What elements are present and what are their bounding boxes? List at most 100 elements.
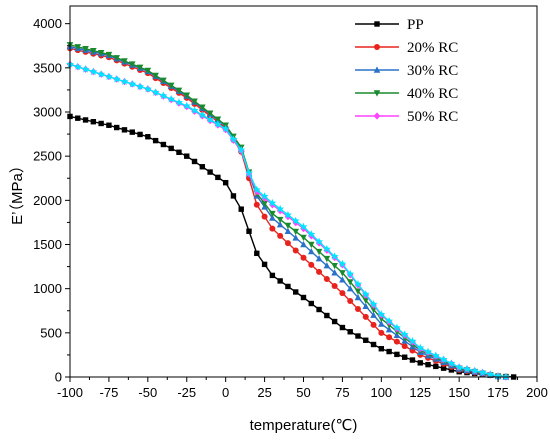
data-point	[269, 214, 276, 221]
data-point	[300, 254, 307, 261]
data-point	[353, 279, 362, 288]
x-tick-label: 100	[370, 385, 392, 400]
data-point	[143, 84, 152, 93]
data-point	[168, 145, 174, 152]
data-point	[90, 47, 97, 55]
data-point	[347, 298, 354, 305]
legend-swatch-marker	[374, 44, 380, 50]
data-point	[230, 193, 237, 199]
data-point	[401, 343, 408, 350]
data-point	[73, 62, 82, 71]
legend-item: 20% RC	[355, 40, 458, 56]
data-point	[145, 134, 151, 140]
data-point	[307, 241, 315, 249]
data-point	[245, 168, 254, 177]
data-point	[394, 351, 400, 358]
legend-item: 30% RC	[355, 63, 458, 79]
data-point	[198, 110, 207, 119]
data-point	[300, 294, 307, 301]
data-point	[199, 164, 206, 170]
data-point	[221, 124, 230, 133]
data-point	[417, 360, 423, 366]
y-tick-label: 0	[55, 370, 62, 385]
data-point	[207, 169, 213, 175]
data-point	[261, 200, 268, 208]
data-point	[363, 337, 369, 343]
data-point	[97, 69, 106, 78]
legend-swatch-marker	[373, 112, 381, 120]
data-point	[331, 283, 338, 290]
legend-label: 30% RC	[407, 63, 458, 79]
x-tick-label: 25	[257, 385, 271, 400]
data-point	[176, 149, 182, 155]
data-point	[362, 302, 370, 310]
x-tick-label: -25	[177, 385, 196, 400]
data-point	[106, 122, 112, 128]
data-point	[370, 306, 377, 314]
data-point	[199, 104, 206, 111]
data-point	[283, 210, 292, 219]
data-point	[291, 216, 300, 225]
data-point	[121, 127, 128, 133]
data-point	[292, 228, 300, 236]
data-point	[462, 364, 471, 373]
data-point	[355, 333, 361, 339]
data-point	[121, 58, 128, 65]
data-point	[292, 247, 299, 254]
data-point	[331, 318, 338, 325]
data-point	[331, 263, 338, 270]
data-point	[82, 117, 89, 123]
data-point	[128, 61, 136, 68]
data-point	[151, 88, 160, 96]
data-point	[339, 276, 346, 283]
y-tick-label: 4000	[33, 16, 62, 31]
data-point	[238, 206, 244, 212]
data-point	[175, 87, 183, 94]
data-point	[339, 324, 346, 331]
data-point	[392, 323, 401, 332]
data-point	[431, 351, 440, 360]
y-tick-label: 500	[40, 325, 62, 340]
data-point	[112, 74, 121, 83]
data-point	[190, 106, 199, 114]
data-point	[385, 316, 394, 325]
data-point	[113, 55, 120, 62]
data-point	[362, 297, 370, 304]
data-point	[299, 222, 308, 231]
data-point	[362, 313, 369, 320]
data-point	[159, 91, 168, 100]
data-point	[346, 285, 354, 292]
x-tick-label: 0	[222, 385, 229, 400]
data-point	[433, 363, 439, 370]
data-point	[191, 98, 198, 105]
data-point	[129, 129, 135, 135]
data-point	[261, 261, 268, 268]
data-point	[276, 221, 284, 228]
data-point	[361, 289, 370, 298]
x-tick-label: 75	[335, 385, 349, 400]
data-point	[409, 357, 416, 363]
x-tick-label: 150	[448, 385, 470, 400]
data-point	[370, 311, 377, 318]
data-point	[378, 346, 385, 352]
data-point	[213, 119, 222, 128]
data-point	[98, 120, 104, 127]
data-point	[331, 269, 338, 276]
data-point	[386, 334, 393, 341]
data-point	[276, 216, 284, 224]
data-point	[315, 237, 324, 246]
legend-swatch-marker	[373, 90, 381, 97]
data-point	[308, 300, 314, 307]
data-point	[90, 119, 97, 125]
data-point	[285, 283, 291, 290]
data-point	[222, 179, 229, 186]
data-point	[184, 153, 190, 159]
data-point	[308, 261, 315, 268]
data-point	[152, 72, 159, 80]
data-point	[74, 44, 82, 51]
data-point	[346, 279, 354, 286]
data-point	[316, 306, 322, 313]
data-point	[292, 234, 300, 241]
